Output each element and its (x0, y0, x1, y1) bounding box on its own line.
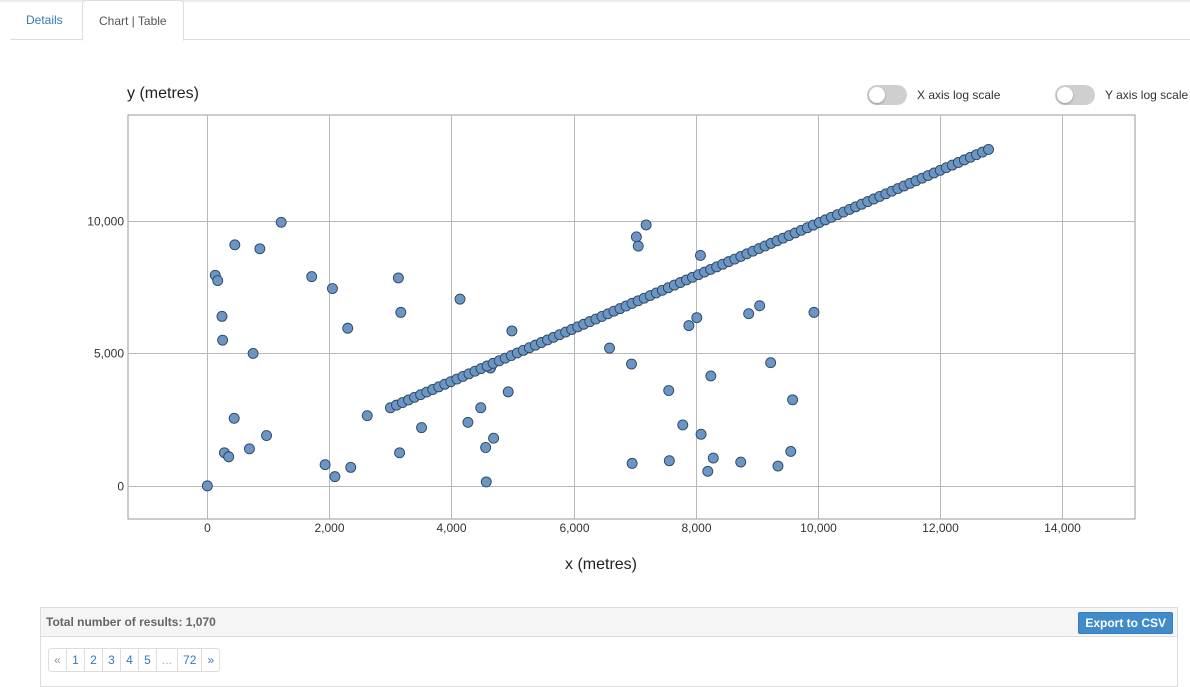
data-point (785, 445, 797, 457)
data-point (506, 325, 518, 337)
page-prev[interactable]: « (48, 648, 67, 672)
data-point (640, 219, 652, 231)
x-tick-label: 6,000 (559, 521, 589, 535)
y-log-toggle-group: Y axis log scale (1055, 84, 1188, 106)
data-point (707, 452, 719, 464)
data-point (630, 231, 642, 243)
data-point (502, 386, 514, 398)
data-point (394, 447, 406, 459)
data-point (735, 456, 747, 468)
data-point (329, 471, 341, 483)
x-tick-label: 4,000 (436, 521, 466, 535)
data-point (454, 293, 466, 305)
data-point (663, 385, 675, 396)
page-5[interactable]: 5 (138, 648, 157, 672)
data-point (663, 455, 675, 467)
x-log-toggle-group: X axis log scale (867, 84, 1000, 106)
data-point (604, 342, 615, 354)
x-tick-label: 8,000 (681, 521, 711, 535)
data-point (201, 480, 213, 492)
y-tick-label: 10,000 (87, 215, 124, 229)
y-log-scale-label: Y axis log scale (1105, 88, 1189, 102)
data-point (695, 249, 706, 261)
data-point (480, 442, 492, 453)
pagination: « 1 2 3 4 5 ... 72 » (48, 648, 221, 672)
data-point (216, 310, 228, 322)
tab-details[interactable]: Details (26, 13, 63, 27)
data-point (228, 412, 240, 424)
page-4[interactable]: 4 (120, 648, 139, 672)
data-point (787, 394, 799, 406)
x-tick-label: 14,000 (1044, 521, 1081, 535)
data-point (691, 312, 703, 324)
y-tick-label: 5,000 (94, 347, 124, 361)
page-ellipsis: ... (156, 648, 179, 672)
data-point (212, 275, 224, 287)
top-shadow (0, 0, 1190, 3)
x-tick-label: 10,000 (800, 521, 837, 535)
data-point (983, 143, 994, 155)
data-point (462, 416, 474, 428)
x-log-scale-toggle[interactable] (867, 85, 907, 105)
tab-chart-table[interactable]: Chart | Table (82, 0, 184, 41)
data-point (361, 410, 373, 422)
toggle-knob (869, 87, 885, 103)
data-point (743, 308, 755, 320)
data-point (319, 459, 331, 471)
page-72[interactable]: 72 (177, 648, 203, 672)
scatter-chart: 0 2,000 4,000 6,000 8,000 10,000 12,000 14,000 0… (87, 114, 1136, 535)
data-point (217, 334, 229, 346)
data-point (223, 451, 235, 463)
data-point (254, 243, 266, 255)
page-3[interactable]: 3 (102, 648, 121, 672)
page-2[interactable]: 2 (84, 648, 103, 672)
data-point (327, 283, 338, 294)
data-point (395, 306, 407, 318)
y-tick-label: 0 (117, 480, 124, 494)
data-point (808, 306, 820, 318)
export-csv-button[interactable]: Export to CSV (1078, 612, 1173, 634)
data-point (626, 457, 638, 469)
data-point (416, 422, 428, 434)
tab-bar: Details Chart | Table (10, 0, 1190, 41)
x-log-scale-label: X axis log scale (917, 88, 1001, 102)
data-point (632, 240, 644, 252)
data-point (480, 476, 492, 488)
data-point (765, 357, 777, 369)
results-count: Total number of results: 1,070 (46, 615, 216, 629)
data-point (392, 272, 404, 284)
data-point (306, 271, 318, 283)
data-point (683, 320, 695, 332)
data-point (695, 428, 707, 440)
toggle-knob (1057, 87, 1073, 103)
data-point (475, 402, 487, 414)
data-point (705, 370, 717, 382)
page-next[interactable]: » (201, 648, 221, 672)
data-point (261, 430, 272, 442)
y-axis-label: y (metres) (127, 85, 199, 102)
x-tick-label: 12,000 (922, 521, 959, 535)
data-point (488, 432, 500, 444)
y-log-scale-toggle[interactable] (1055, 85, 1095, 105)
data-point (772, 460, 784, 472)
data-point (247, 347, 259, 359)
data-point (702, 465, 714, 477)
data-point (677, 419, 689, 431)
x-tick-label: 2,000 (314, 521, 344, 535)
data-point (345, 461, 357, 473)
plot-area (127, 114, 1136, 520)
x-tick-label: 0 (204, 521, 211, 535)
data-point (626, 358, 637, 370)
data-point (244, 443, 255, 455)
data-point (275, 216, 287, 228)
x-axis-label: x (metres) (565, 556, 637, 573)
results-panel-header: Total number of results: 1,070 Export to… (41, 608, 1177, 637)
data-point (754, 300, 766, 312)
data-point (342, 322, 354, 334)
page-1[interactable]: 1 (66, 648, 85, 672)
results-panel: Total number of results: 1,070 Export to… (40, 607, 1178, 687)
data-point (229, 239, 241, 251)
